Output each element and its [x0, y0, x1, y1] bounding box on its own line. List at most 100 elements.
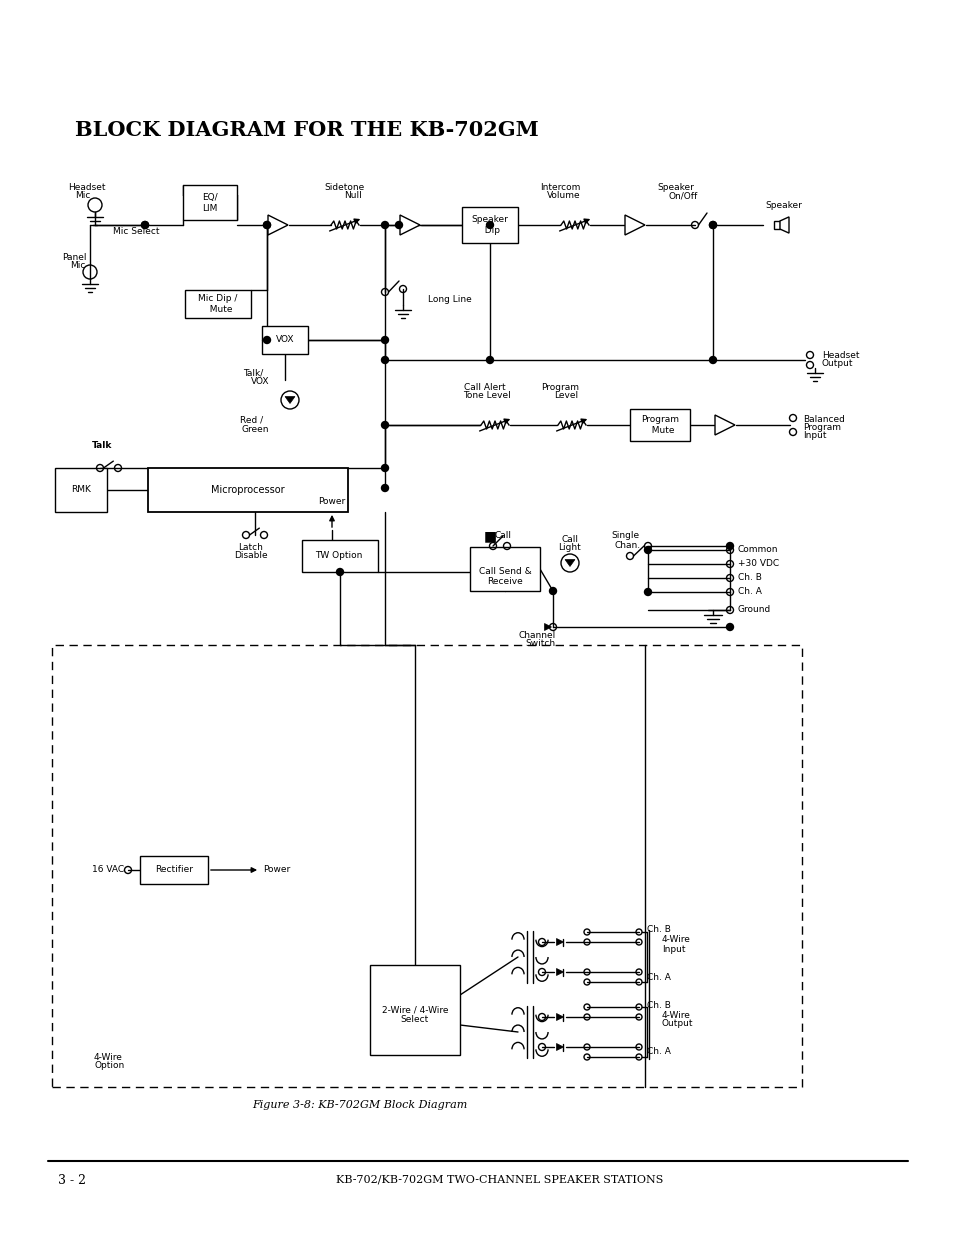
Polygon shape: [714, 415, 734, 435]
Circle shape: [263, 221, 271, 228]
Circle shape: [395, 221, 402, 228]
Text: Light: Light: [558, 543, 580, 552]
Text: Ch. A: Ch. A: [738, 588, 761, 597]
Text: Receive: Receive: [487, 578, 522, 587]
Text: Headset: Headset: [68, 183, 106, 191]
Text: Option: Option: [94, 1062, 125, 1071]
Text: Panel: Panel: [62, 252, 87, 262]
Bar: [185, 290, 251, 317]
Circle shape: [381, 484, 388, 492]
Text: Output: Output: [661, 1020, 693, 1029]
Text: Intercom: Intercom: [539, 183, 579, 191]
Text: Select: Select: [400, 1015, 429, 1025]
Text: Rectifier: Rectifier: [154, 866, 193, 874]
Text: Level: Level: [554, 391, 578, 400]
Bar: [52, 645, 801, 1087]
Circle shape: [381, 421, 388, 429]
Text: KB-702/KB-702GM TWO-CHANNEL SPEAKER STATIONS: KB-702/KB-702GM TWO-CHANNEL SPEAKER STAT…: [336, 1174, 663, 1186]
Text: Program
  Mute: Program Mute: [640, 415, 679, 435]
Text: VOX: VOX: [275, 336, 294, 345]
Text: On/Off: On/Off: [668, 191, 697, 200]
Text: Switch: Switch: [524, 640, 555, 648]
Text: Mic Select: Mic Select: [112, 227, 159, 236]
Circle shape: [709, 357, 716, 363]
Text: Long Line: Long Line: [428, 295, 472, 305]
Text: Output: Output: [821, 359, 853, 368]
Circle shape: [644, 589, 651, 595]
Text: Ground: Ground: [738, 605, 770, 615]
Circle shape: [381, 221, 388, 228]
Circle shape: [726, 542, 733, 550]
Text: 3 - 2: 3 - 2: [58, 1173, 86, 1187]
Bar: [262, 326, 308, 354]
Text: Volume: Volume: [547, 191, 580, 200]
Text: Power: Power: [263, 866, 290, 874]
Circle shape: [486, 221, 493, 228]
Text: Figure 3-8: KB-702GM Block Diagram: Figure 3-8: KB-702GM Block Diagram: [253, 1100, 467, 1110]
Text: Speaker
  Dip: Speaker Dip: [471, 215, 508, 235]
Text: Disable: Disable: [233, 552, 268, 561]
Circle shape: [709, 221, 716, 228]
Polygon shape: [556, 968, 563, 976]
Text: Input: Input: [802, 431, 825, 441]
Text: Tone Level: Tone Level: [462, 391, 511, 400]
Bar: [302, 540, 377, 572]
Polygon shape: [556, 1044, 563, 1051]
Text: Speaker: Speaker: [764, 200, 801, 210]
Circle shape: [263, 336, 271, 343]
Text: Talk/: Talk/: [243, 368, 263, 378]
Text: Power: Power: [318, 498, 345, 506]
Polygon shape: [624, 215, 644, 235]
Text: Input: Input: [661, 945, 685, 953]
Text: VOX: VOX: [251, 378, 269, 387]
Text: Microprocessor: Microprocessor: [211, 485, 285, 495]
Text: Red /: Red /: [240, 415, 263, 425]
Text: Call Send &: Call Send &: [478, 568, 531, 577]
Text: Ch. B: Ch. B: [646, 1000, 670, 1009]
Text: 16 VAC: 16 VAC: [91, 866, 124, 874]
Text: Common: Common: [738, 546, 778, 555]
Text: EQ/
LIM: EQ/ LIM: [202, 194, 217, 212]
Text: Chan.: Chan.: [615, 541, 640, 550]
Text: Null: Null: [344, 191, 361, 200]
Text: Ch. B: Ch. B: [738, 573, 761, 583]
Polygon shape: [285, 396, 294, 404]
Circle shape: [726, 624, 733, 631]
Text: Speaker: Speaker: [657, 183, 694, 191]
Circle shape: [141, 221, 149, 228]
Text: 4-Wire: 4-Wire: [661, 935, 690, 945]
Bar: [55, 468, 107, 513]
Bar: [629, 409, 689, 441]
Text: Balanced: Balanced: [802, 415, 844, 425]
Text: Talk: Talk: [91, 441, 112, 450]
Circle shape: [644, 547, 651, 553]
Bar: [140, 856, 208, 884]
Text: Single: Single: [610, 531, 639, 541]
Text: Program: Program: [802, 424, 841, 432]
Text: 4-Wire: 4-Wire: [661, 1010, 690, 1020]
Bar: [370, 965, 459, 1055]
Text: Call: Call: [494, 531, 511, 541]
Text: BLOCK DIAGRAM FOR THE KB-702GM: BLOCK DIAGRAM FOR THE KB-702GM: [75, 120, 538, 140]
Text: Channel: Channel: [517, 631, 555, 640]
Text: 2-Wire / 4-Wire: 2-Wire / 4-Wire: [381, 1005, 448, 1014]
Circle shape: [381, 464, 388, 472]
Polygon shape: [780, 217, 788, 233]
Polygon shape: [544, 624, 551, 631]
Text: Headset: Headset: [821, 352, 859, 361]
Text: Sidetone: Sidetone: [325, 183, 365, 191]
Bar: [773, 221, 780, 228]
Text: Program: Program: [540, 383, 578, 391]
Text: Green: Green: [241, 425, 269, 433]
Text: Ch. A: Ch. A: [646, 1047, 670, 1056]
Bar: [461, 207, 517, 243]
Polygon shape: [556, 1014, 563, 1020]
Text: Mic Dip /
  Mute: Mic Dip / Mute: [198, 294, 237, 314]
Polygon shape: [556, 939, 563, 946]
Polygon shape: [399, 215, 419, 235]
Text: RMK: RMK: [71, 485, 91, 494]
Text: Call: Call: [561, 536, 578, 545]
Text: ■: ■: [483, 529, 497, 543]
Polygon shape: [564, 559, 575, 567]
Circle shape: [486, 357, 493, 363]
